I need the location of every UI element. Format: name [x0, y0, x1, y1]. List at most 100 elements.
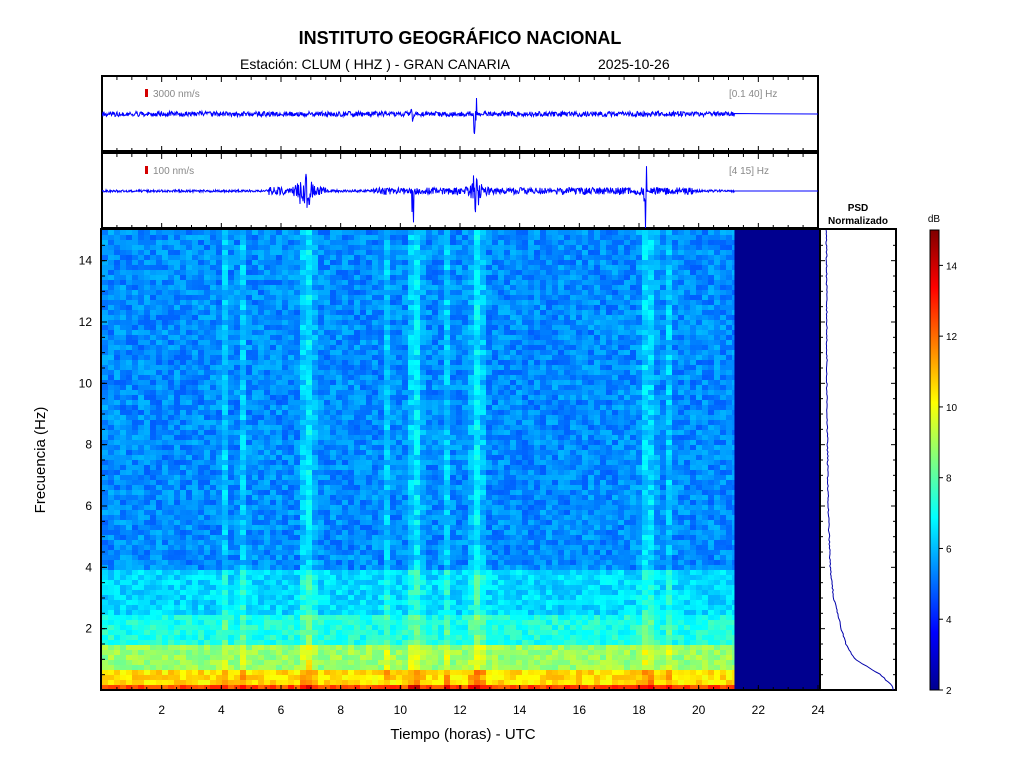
- spectrogram-cell: [390, 395, 397, 401]
- spectrogram-cell: [198, 680, 205, 686]
- spectrogram-cell: [252, 535, 259, 541]
- spectrogram-cell: [114, 470, 121, 476]
- spectrogram-cell: [126, 235, 133, 241]
- spectrogram-cell: [252, 410, 259, 416]
- spectrogram-cell: [246, 260, 253, 266]
- spectrogram-cell: [282, 685, 289, 690]
- spectrogram-cell: [378, 405, 385, 411]
- spectrogram-cell: [114, 370, 121, 376]
- spectrogram-cell: [324, 475, 331, 481]
- spectrogram-cell: [348, 255, 355, 261]
- spectrogram-cell: [228, 305, 235, 311]
- spectrogram-cell: [288, 450, 295, 456]
- spectrogram-cell: [300, 555, 307, 561]
- spectrogram-cell: [174, 585, 181, 591]
- spectrogram-cell: [252, 625, 259, 631]
- spectrogram-cell: [270, 305, 277, 311]
- spectrogram-cell: [402, 385, 409, 391]
- spectrogram-cell: [288, 485, 295, 491]
- spectrogram-cell: [300, 530, 307, 536]
- spectrogram-cell: [372, 370, 379, 376]
- spectrogram-cell: [348, 440, 355, 446]
- spectrogram-cell: [348, 275, 355, 281]
- spectrogram-cell: [282, 345, 289, 351]
- spectrogram-cell: [210, 390, 217, 396]
- spectrogram-cell: [366, 350, 373, 356]
- spectrogram-cell: [180, 415, 187, 421]
- spectrogram-cell: [402, 240, 409, 246]
- spectrogram-cell: [366, 430, 373, 436]
- spectrogram-cell: [210, 495, 217, 501]
- spectrogram-cell: [108, 620, 115, 626]
- spectrogram-cell: [180, 685, 187, 690]
- spectrogram-cell: [396, 685, 403, 690]
- spectrogram-cell: [318, 445, 325, 451]
- spectrogram-cell: [198, 270, 205, 276]
- spectrogram-cell: [240, 505, 247, 511]
- spectrogram-cell: [312, 630, 319, 636]
- spectrogram-cell: [120, 435, 127, 441]
- spectrogram-cell: [108, 475, 115, 481]
- spectrogram-cell: [330, 450, 337, 456]
- spectrogram-cell: [324, 320, 331, 326]
- spectrogram-cell: [222, 245, 229, 251]
- spectrogram-cell: [288, 525, 295, 531]
- spectrogram-cell: [258, 335, 265, 341]
- spectrogram-cell: [318, 570, 325, 576]
- spectrogram-cell: [150, 345, 157, 351]
- spectrogram-cell: [402, 540, 409, 546]
- spectrogram-cell: [174, 350, 181, 356]
- spectrogram-cell: [246, 250, 253, 256]
- spectrogram-cell: [192, 390, 199, 396]
- spectrogram-cell: [360, 445, 367, 451]
- spectrogram-cell: [162, 550, 169, 556]
- spectrogram-cell: [234, 500, 241, 506]
- spectrogram-cell: [294, 590, 301, 596]
- spectrogram-cell: [288, 560, 295, 566]
- spectrogram-cell: [366, 500, 373, 506]
- spectrogram-cell: [354, 570, 361, 576]
- spectrogram-cell: [354, 515, 361, 521]
- spectrogram-cell: [204, 520, 211, 526]
- spectrogram-cell: [312, 480, 319, 486]
- spectrogram-cell: [396, 315, 403, 321]
- spectrogram-cell: [360, 405, 367, 411]
- spectrogram-cell: [102, 550, 109, 556]
- spectrogram-cell: [234, 340, 241, 346]
- spectrogram-cell: [384, 610, 391, 616]
- spectrogram-cell: [240, 240, 247, 246]
- spectrogram-cell: [396, 415, 403, 421]
- spectrogram-cell: [366, 615, 373, 621]
- spectrogram-cell: [102, 335, 109, 341]
- spectrogram-cell: [390, 335, 397, 341]
- spectrogram-cell: [348, 680, 355, 686]
- spectrogram-cell: [114, 670, 121, 676]
- spectrogram-cell: [144, 335, 151, 341]
- spectrogram-cell: [192, 320, 199, 326]
- spectrogram-cell: [156, 275, 163, 281]
- spectrogram-cell: [186, 500, 193, 506]
- spectrogram-cell: [234, 435, 241, 441]
- spectrogram-cell: [228, 345, 235, 351]
- spectrogram-cell: [372, 420, 379, 426]
- spectrogram-cell: [318, 480, 325, 486]
- spectrogram-cell: [204, 485, 211, 491]
- spectrogram-cell: [114, 300, 121, 306]
- spectrogram-cell: [162, 485, 169, 491]
- spectrogram-cell: [132, 395, 139, 401]
- spectrogram-cell: [348, 335, 355, 341]
- spectrogram-cell: [180, 650, 187, 656]
- spectrogram-cell: [372, 235, 379, 241]
- spectrogram-cell: [276, 530, 283, 536]
- spectrogram-cell: [378, 535, 385, 541]
- spectrogram-cell: [228, 620, 235, 626]
- spectrogram-cell: [348, 410, 355, 416]
- spectrogram-cell: [120, 600, 127, 606]
- spectrogram-cell: [318, 360, 325, 366]
- spectrogram-cell: [300, 390, 307, 396]
- spectrogram-cell: [270, 515, 277, 521]
- spectrogram-cell: [282, 545, 289, 551]
- spectrogram-cell: [372, 460, 379, 466]
- spectrogram-cell: [186, 240, 193, 246]
- spectrogram-cell: [330, 415, 337, 421]
